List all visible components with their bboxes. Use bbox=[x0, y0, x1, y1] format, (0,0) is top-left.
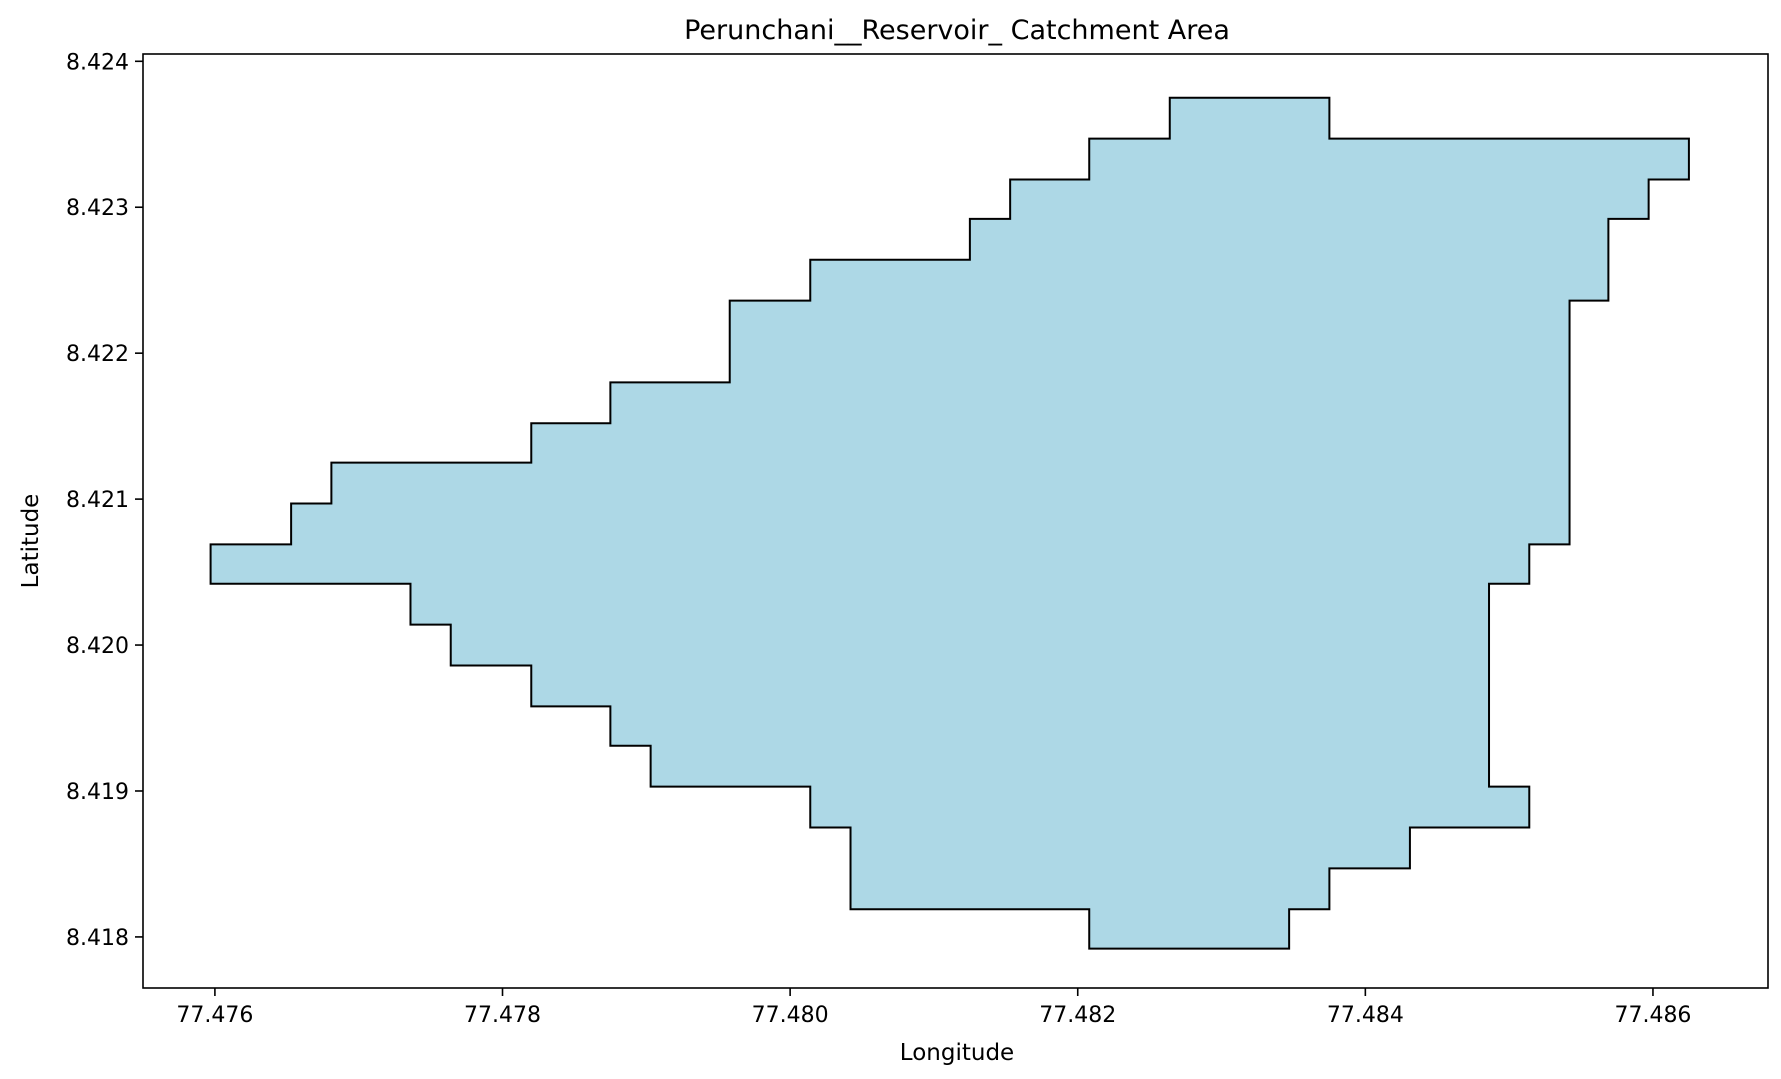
x-tick-label: 77.482 bbox=[1039, 1003, 1116, 1028]
x-axis-label: Longitude bbox=[900, 1040, 1014, 1066]
y-tick-label: 8.421 bbox=[66, 488, 129, 513]
y-tick-label: 8.420 bbox=[66, 634, 129, 659]
x-tick-label: 77.486 bbox=[1614, 1003, 1691, 1028]
plot-area bbox=[209, 96, 1690, 950]
y-axis-ticks: 8.418 8.419 8.420 8.421 8.422 8.423 8.424 bbox=[66, 50, 143, 951]
y-tick-label: 8.422 bbox=[66, 342, 129, 367]
y-tick-label: 8.424 bbox=[66, 50, 129, 75]
catchment-polygon bbox=[209, 96, 1690, 950]
x-tick-label: 77.484 bbox=[1327, 1003, 1404, 1028]
y-tick-label: 8.418 bbox=[66, 926, 129, 951]
x-tick-label: 77.476 bbox=[176, 1003, 253, 1028]
x-axis-ticks: 77.476 77.478 77.480 77.482 77.484 77.486 bbox=[176, 988, 1691, 1028]
y-tick-label: 8.419 bbox=[66, 780, 129, 805]
x-tick-label: 77.478 bbox=[464, 1003, 541, 1028]
x-tick-label: 77.480 bbox=[752, 1003, 829, 1028]
axes-frame bbox=[142, 53, 1769, 989]
chart-title: Perunchani__Reservoir_ Catchment Area bbox=[684, 15, 1230, 46]
y-tick-label: 8.423 bbox=[66, 196, 129, 221]
y-axis-label: Latitude bbox=[18, 494, 44, 589]
